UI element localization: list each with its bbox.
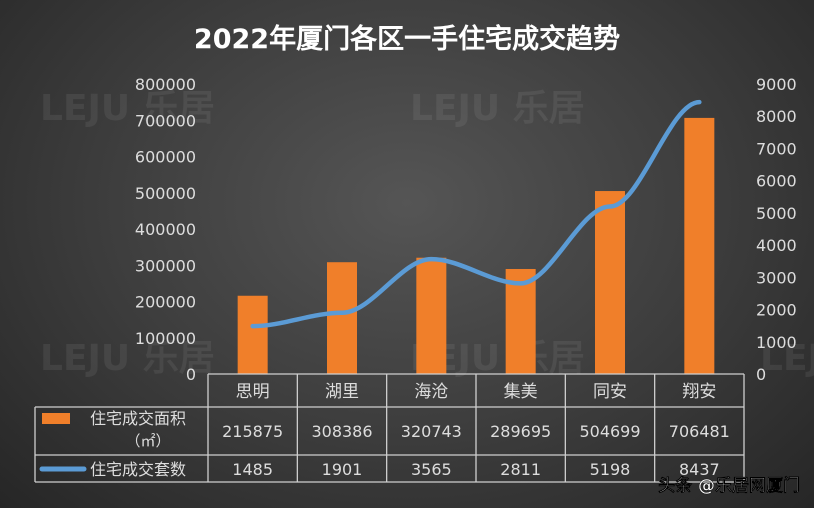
right-tick-label: 1000 — [756, 333, 797, 352]
category-label: 集美 — [504, 382, 538, 402]
right-tick-label: 5000 — [756, 204, 797, 223]
right-tick-label: 7000 — [756, 139, 797, 158]
watermark: LEJU 乐居 — [40, 338, 215, 379]
line-series — [250, 99, 702, 329]
left-tick-label: 100000 — [135, 329, 196, 348]
left-tick-label: 800000 — [135, 75, 196, 94]
bar — [237, 295, 268, 374]
table-value-area: 504699 — [579, 422, 640, 441]
left-tick-label: 400000 — [135, 220, 196, 239]
left-tick-label: 200000 — [135, 293, 196, 312]
table-value-area: 215875 — [222, 422, 283, 441]
table-value-area: 289695 — [490, 422, 551, 441]
legend-bar-unit: （㎡） — [125, 432, 170, 450]
table-value-count: 5198 — [590, 460, 631, 479]
right-tick-label: 0 — [756, 365, 766, 384]
category-label: 同安 — [593, 382, 627, 402]
watermark: LEJU 乐居 — [410, 88, 585, 129]
table-value-area: 308386 — [311, 422, 372, 441]
table-value-count: 3565 — [411, 460, 452, 479]
credit-watermark: 头条 @乐居网厦门 — [658, 475, 800, 496]
left-tick-label: 300000 — [135, 256, 196, 275]
watermark: LEJU 乐居 — [760, 338, 814, 379]
bar — [416, 257, 447, 374]
table-value-count: 2811 — [500, 460, 541, 479]
right-tick-label: 9000 — [756, 75, 797, 94]
table-value-count: 8437 — [679, 460, 720, 479]
right-tick-label: 8000 — [756, 107, 797, 126]
table-value-count: 1901 — [322, 460, 363, 479]
left-tick-label: 500000 — [135, 184, 196, 203]
bar — [327, 262, 357, 374]
left-tick-label: 700000 — [135, 111, 196, 130]
category-label: 海沧 — [414, 382, 448, 402]
category-label: 湖里 — [325, 382, 359, 402]
bar — [505, 268, 536, 374]
bar — [684, 117, 715, 374]
right-tick-label: 4000 — [756, 236, 797, 255]
table-value-area: 320743 — [401, 422, 462, 441]
table-value-count: 1485 — [232, 460, 273, 479]
category-label: 思明 — [236, 382, 270, 402]
right-tick-label: 6000 — [756, 172, 797, 191]
data-table-grid — [34, 373, 745, 483]
right-tick-label: 3000 — [756, 268, 797, 287]
watermark: LEJU 乐居 — [40, 88, 215, 129]
bar — [595, 191, 625, 374]
legend-line-label: 住宅成交套数 — [90, 460, 186, 479]
chart-title: 2022年厦门各区一手住宅成交趋势 — [194, 23, 620, 55]
right-tick-label: 2000 — [756, 301, 797, 320]
left-tick-label: 600000 — [135, 148, 196, 167]
table-value-area: 706481 — [669, 422, 730, 441]
category-label: 翔安 — [682, 382, 716, 402]
legend-bar-swatch — [42, 413, 70, 424]
legend-bar-label: 住宅成交面积 — [90, 409, 186, 428]
left-tick-label: 0 — [186, 365, 196, 384]
